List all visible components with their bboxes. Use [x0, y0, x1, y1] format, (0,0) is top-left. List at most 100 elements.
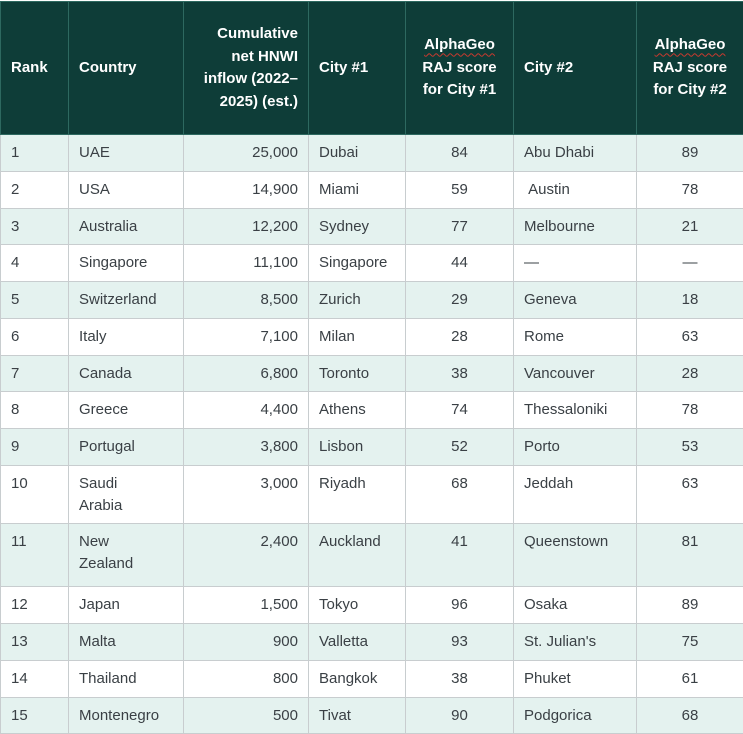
cell-city2: Rome	[514, 318, 637, 355]
cell-rank: 1	[1, 135, 69, 172]
table-header: Rank Country Cumulative net HNWI inflow …	[1, 2, 743, 135]
col-header-rank: Rank	[1, 2, 69, 135]
cell-inflow: 14,900	[184, 171, 309, 208]
cell-inflow: 1,500	[184, 587, 309, 624]
cell-score2: 78	[637, 392, 743, 429]
cell-inflow: 6,800	[184, 355, 309, 392]
col-header-country: Country	[69, 2, 184, 135]
cell-country: Australia	[69, 208, 184, 245]
cell-city1: Singapore	[309, 245, 406, 282]
cell-score1: 38	[406, 660, 514, 697]
cell-country: Portugal	[69, 429, 184, 466]
cell-city1: Dubai	[309, 135, 406, 172]
cell-city2: Osaka	[514, 587, 637, 624]
cell-city2: Podgorica	[514, 697, 637, 734]
cell-rank: 8	[1, 392, 69, 429]
cell-score2: 28	[637, 355, 743, 392]
cell-country: Japan	[69, 587, 184, 624]
cell-inflow: 12,200	[184, 208, 309, 245]
cell-city1: Valletta	[309, 624, 406, 661]
cell-score1: 77	[406, 208, 514, 245]
cell-country: UAE	[69, 135, 184, 172]
cell-inflow: 800	[184, 660, 309, 697]
cell-rank: 15	[1, 697, 69, 734]
cell-score1: 84	[406, 135, 514, 172]
cell-rank: 6	[1, 318, 69, 355]
cell-city1: Tokyo	[309, 587, 406, 624]
cell-city2: Geneva	[514, 282, 637, 319]
cell-country: New Zealand	[69, 524, 184, 587]
cell-rank: 11	[1, 524, 69, 587]
cell-country: Greece	[69, 392, 184, 429]
cell-country: Montenegro	[69, 697, 184, 734]
cell-country: USA	[69, 171, 184, 208]
cell-city1: Sydney	[309, 208, 406, 245]
cell-score2: 61	[637, 660, 743, 697]
cell-inflow: 900	[184, 624, 309, 661]
cell-inflow: 7,100	[184, 318, 309, 355]
cell-score2: 89	[637, 587, 743, 624]
alphageo-brand-text: AlphaGeo	[424, 36, 495, 53]
cell-rank: 13	[1, 624, 69, 661]
cell-score1: 74	[406, 392, 514, 429]
cell-score1: 29	[406, 282, 514, 319]
cell-city2: Phuket	[514, 660, 637, 697]
alphageo-brand-text: AlphaGeo	[655, 36, 726, 53]
cell-city1: Athens	[309, 392, 406, 429]
cell-city1: Bangkok	[309, 660, 406, 697]
cell-country: Thailand	[69, 660, 184, 697]
col-header-score2: AlphaGeo RAJ score for City #2	[637, 2, 743, 135]
cell-city1: Riyadh	[309, 465, 406, 524]
header-row: Rank Country Cumulative net HNWI inflow …	[1, 2, 743, 135]
cell-score2: 18	[637, 282, 743, 319]
cell-score1: 68	[406, 465, 514, 524]
cell-city2: Austin	[514, 171, 637, 208]
cell-score2: 78	[637, 171, 743, 208]
score2-header-rest: RAJ score for City #2	[653, 59, 727, 99]
cell-inflow: 2,400	[184, 524, 309, 587]
cell-score2: 81	[637, 524, 743, 587]
cell-country: Singapore	[69, 245, 184, 282]
cell-score2: 63	[637, 465, 743, 524]
cell-city1: Lisbon	[309, 429, 406, 466]
cell-city1: Tivat	[309, 697, 406, 734]
cell-score1: 59	[406, 171, 514, 208]
cell-city1: Auckland	[309, 524, 406, 587]
cell-score1: 38	[406, 355, 514, 392]
cell-rank: 10	[1, 465, 69, 524]
cell-city2: Abu Dhabi	[514, 135, 637, 172]
col-header-city2: City #2	[514, 2, 637, 135]
cell-inflow: 8,500	[184, 282, 309, 319]
col-header-score1: AlphaGeo RAJ score for City #1	[406, 2, 514, 135]
cell-score1: 96	[406, 587, 514, 624]
cell-inflow: 500	[184, 697, 309, 734]
cell-rank: 3	[1, 208, 69, 245]
cell-rank: 5	[1, 282, 69, 319]
cell-city2: Queenstown	[514, 524, 637, 587]
cell-score1: 44	[406, 245, 514, 282]
cell-rank: 14	[1, 660, 69, 697]
cell-country: Saudi Arabia	[69, 465, 184, 524]
cell-country: Switzerland	[69, 282, 184, 319]
cell-inflow: 25,000	[184, 135, 309, 172]
cell-country: Italy	[69, 318, 184, 355]
cell-score1: 52	[406, 429, 514, 466]
cell-rank: 2	[1, 171, 69, 208]
cell-rank: 12	[1, 587, 69, 624]
cell-rank: 7	[1, 355, 69, 392]
